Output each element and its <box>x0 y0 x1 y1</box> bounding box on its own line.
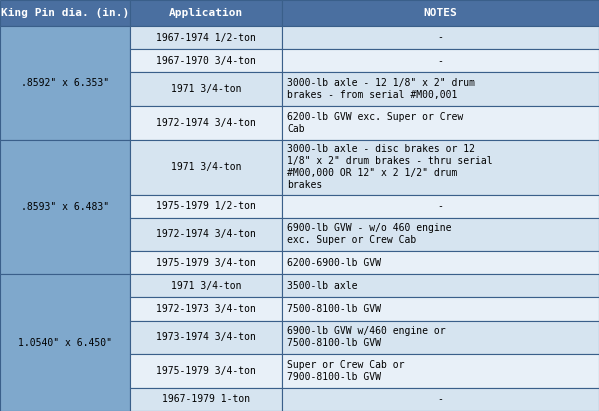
Bar <box>282 106 599 140</box>
Bar <box>282 298 599 321</box>
Text: 3500-lb axle: 3500-lb axle <box>287 281 358 291</box>
Text: 1972-1974 3/4-ton: 1972-1974 3/4-ton <box>156 229 256 240</box>
Text: 1973-1974 3/4-ton: 1973-1974 3/4-ton <box>156 332 256 342</box>
Bar <box>0 0 130 26</box>
Text: 1971 3/4-ton: 1971 3/4-ton <box>171 281 241 291</box>
Bar <box>282 321 599 354</box>
Text: .8592" x 6.353": .8592" x 6.353" <box>21 78 109 88</box>
Text: 3000-lb axle - 12 1/8" x 2" drum
brakes - from serial #M00,001: 3000-lb axle - 12 1/8" x 2" drum brakes … <box>287 78 475 100</box>
Text: 1972-1974 3/4-ton: 1972-1974 3/4-ton <box>156 118 256 128</box>
Text: 1967-1979 1-ton: 1967-1979 1-ton <box>162 395 250 404</box>
Text: 1967-1974 1/2-ton: 1967-1974 1/2-ton <box>156 32 256 42</box>
Text: 6200-lb GVW exc. Super or Crew
Cab: 6200-lb GVW exc. Super or Crew Cab <box>287 112 463 134</box>
Bar <box>130 72 282 106</box>
Text: 1975-1979 3/4-ton: 1975-1979 3/4-ton <box>156 366 256 376</box>
Bar <box>282 251 599 275</box>
Text: 3000-lb axle - disc brakes or 12
1/8" x 2" drum brakes - thru serial
#M00,000 OR: 3000-lb axle - disc brakes or 12 1/8" x … <box>287 144 492 190</box>
Bar <box>282 194 599 217</box>
Bar <box>130 321 282 354</box>
Text: -: - <box>437 55 443 66</box>
Text: 6900-lb GVW w/460 engine or
7500-8100-lb GVW: 6900-lb GVW w/460 engine or 7500-8100-lb… <box>287 326 446 349</box>
Bar <box>130 217 282 251</box>
Bar <box>130 106 282 140</box>
Bar <box>130 298 282 321</box>
Bar <box>130 140 282 194</box>
Text: -: - <box>437 201 443 211</box>
Bar <box>130 26 282 49</box>
Bar <box>282 49 599 72</box>
Text: -: - <box>437 395 443 404</box>
Text: 1971 3/4-ton: 1971 3/4-ton <box>171 84 241 94</box>
Bar <box>130 388 282 411</box>
Text: 1971 3/4-ton: 1971 3/4-ton <box>171 162 241 172</box>
Bar <box>130 194 282 217</box>
Text: 1967-1970 3/4-ton: 1967-1970 3/4-ton <box>156 55 256 66</box>
Text: Super or Crew Cab or
7900-8100-lb GVW: Super or Crew Cab or 7900-8100-lb GVW <box>287 360 404 382</box>
Bar <box>282 0 599 26</box>
Bar <box>130 49 282 72</box>
Text: 7500-8100-lb GVW: 7500-8100-lb GVW <box>287 304 381 314</box>
Bar <box>0 275 130 411</box>
Text: 6200-6900-lb GVW: 6200-6900-lb GVW <box>287 258 381 268</box>
Bar <box>0 26 130 140</box>
Text: 1972-1973 3/4-ton: 1972-1973 3/4-ton <box>156 304 256 314</box>
Text: 1975-1979 1/2-ton: 1975-1979 1/2-ton <box>156 201 256 211</box>
Bar <box>282 140 599 194</box>
Text: 1975-1979 3/4-ton: 1975-1979 3/4-ton <box>156 258 256 268</box>
Bar <box>282 354 599 388</box>
Bar <box>130 275 282 298</box>
Bar <box>282 72 599 106</box>
Text: 6900-lb GVW - w/o 460 engine
exc. Super or Crew Cab: 6900-lb GVW - w/o 460 engine exc. Super … <box>287 224 452 245</box>
Text: 1.0540" x 6.450": 1.0540" x 6.450" <box>18 338 112 348</box>
Bar <box>0 140 130 275</box>
Text: Application: Application <box>169 8 243 18</box>
Bar <box>130 0 282 26</box>
Text: NOTES: NOTES <box>423 8 458 18</box>
Bar <box>130 354 282 388</box>
Bar <box>282 217 599 251</box>
Bar <box>282 275 599 298</box>
Bar <box>130 251 282 275</box>
Text: -: - <box>437 32 443 42</box>
Bar <box>282 26 599 49</box>
Bar <box>282 388 599 411</box>
Text: .8593" x 6.483": .8593" x 6.483" <box>21 202 109 212</box>
Text: King Pin dia. (in.): King Pin dia. (in.) <box>1 8 129 18</box>
